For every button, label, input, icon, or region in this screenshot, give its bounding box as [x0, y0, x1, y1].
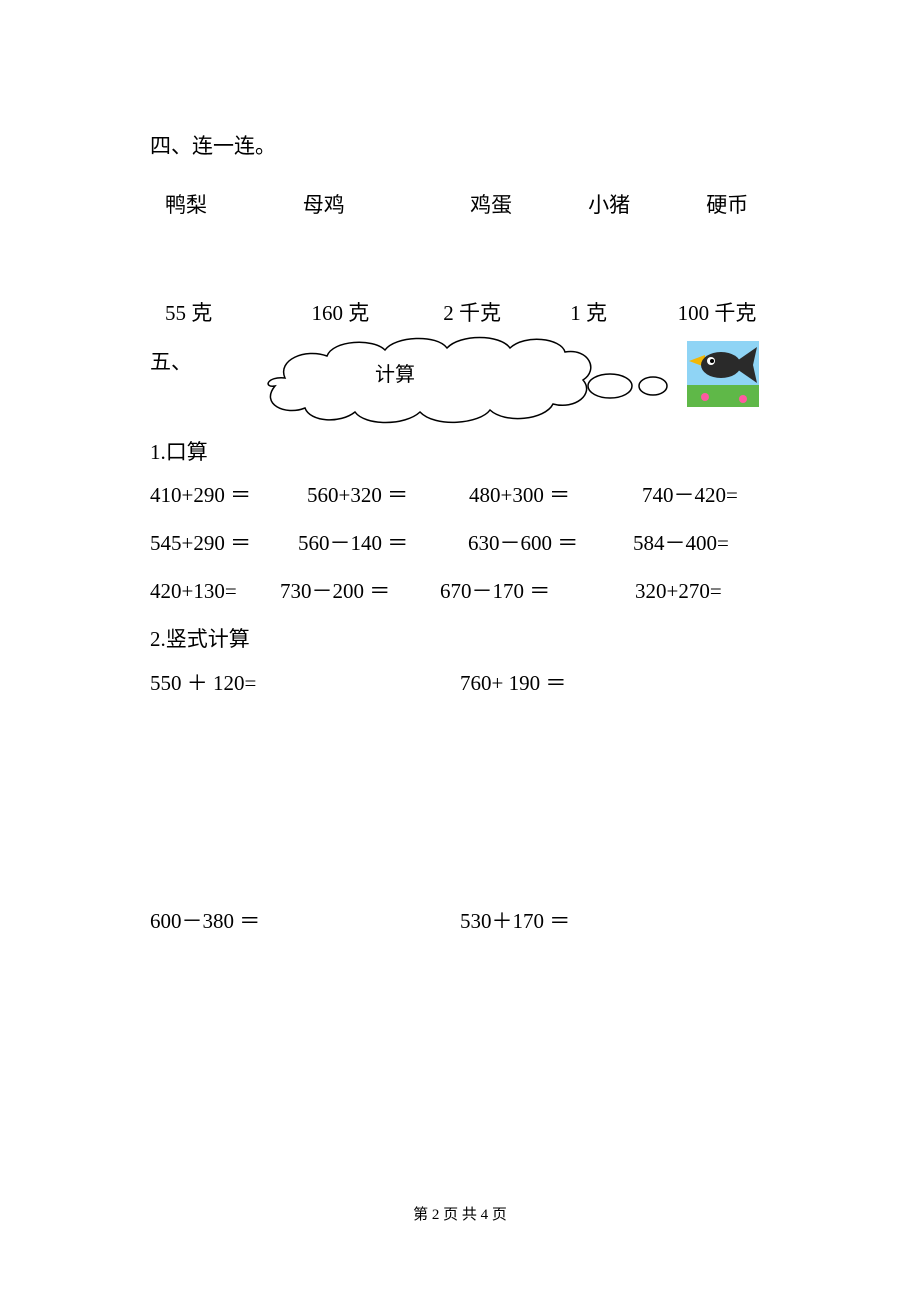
calc-expr: 410+290 ＝: [150, 479, 307, 513]
sub1-title: 1.口算: [150, 436, 785, 470]
cloud-bubble: 计算: [205, 336, 695, 437]
vertical-row-a: 550 ＋ 120= 760+ 190 ＝: [150, 667, 785, 701]
section-5-row: 五、 计算: [150, 341, 785, 421]
calc-expr: 560－140 ＝: [298, 527, 468, 561]
vert-expr: 550 ＋ 120=: [150, 667, 460, 701]
bird-icon: [687, 341, 759, 418]
match-items-row: 鸭梨 母鸡 鸡蛋 小猪 硬币: [165, 189, 785, 223]
match-weights-row: 55 克 160 克 2 千克 1 克 100 千克: [165, 297, 785, 331]
mental-row: 410+290 ＝ 560+320 ＝ 480+300 ＝ 740－420=: [150, 479, 785, 513]
match-weight: 160 克: [311, 297, 443, 331]
page-content: 四、连一连。 鸭梨 母鸡 鸡蛋 小猪 硬币 55 克 160 克 2 千克 1 …: [0, 0, 920, 939]
vert-expr: 530＋170 ＝: [460, 905, 710, 939]
match-item: 鸭梨: [165, 189, 303, 223]
page-footer: 第 2 页 共 4 页: [0, 1203, 920, 1224]
calc-expr: 670－170 ＝: [440, 575, 635, 609]
vert-expr: 600－380 ＝: [150, 905, 460, 939]
calc-expr: 320+270=: [635, 575, 775, 609]
cloud-text: 计算: [375, 363, 415, 386]
match-weight: 55 克: [165, 297, 311, 331]
match-item: 小猪: [588, 189, 706, 223]
mental-row: 545+290 ＝ 560－140 ＝ 630－600 ＝ 584－400=: [150, 527, 785, 561]
match-weight: 100 千克: [678, 297, 785, 331]
calc-expr: 420+130=: [150, 575, 280, 609]
calc-expr: 545+290 ＝: [150, 527, 298, 561]
mental-row: 420+130= 730－200 ＝ 670－170 ＝ 320+270=: [150, 575, 785, 609]
match-item: 母鸡: [303, 189, 470, 223]
calc-expr: 560+320 ＝: [307, 479, 469, 513]
sub2-title: 2.竖式计算: [150, 623, 785, 657]
calc-expr: 584－400=: [633, 527, 773, 561]
calc-expr: 480+300 ＝: [469, 479, 642, 513]
match-item: 硬币: [706, 189, 785, 223]
section-4-title: 四、连一连。: [150, 130, 785, 164]
vert-expr: 760+ 190 ＝: [460, 667, 710, 701]
vertical-row-b: 600－380 ＝ 530＋170 ＝: [150, 905, 785, 939]
match-weight: 1 克: [570, 297, 677, 331]
match-weight: 2 千克: [443, 297, 570, 331]
match-item: 鸡蛋: [470, 189, 588, 223]
calc-expr: 730－200 ＝: [280, 575, 440, 609]
calc-expr: 630－600 ＝: [468, 527, 633, 561]
calc-expr: 740－420=: [642, 479, 782, 513]
section-5-label: 五、: [150, 346, 192, 380]
